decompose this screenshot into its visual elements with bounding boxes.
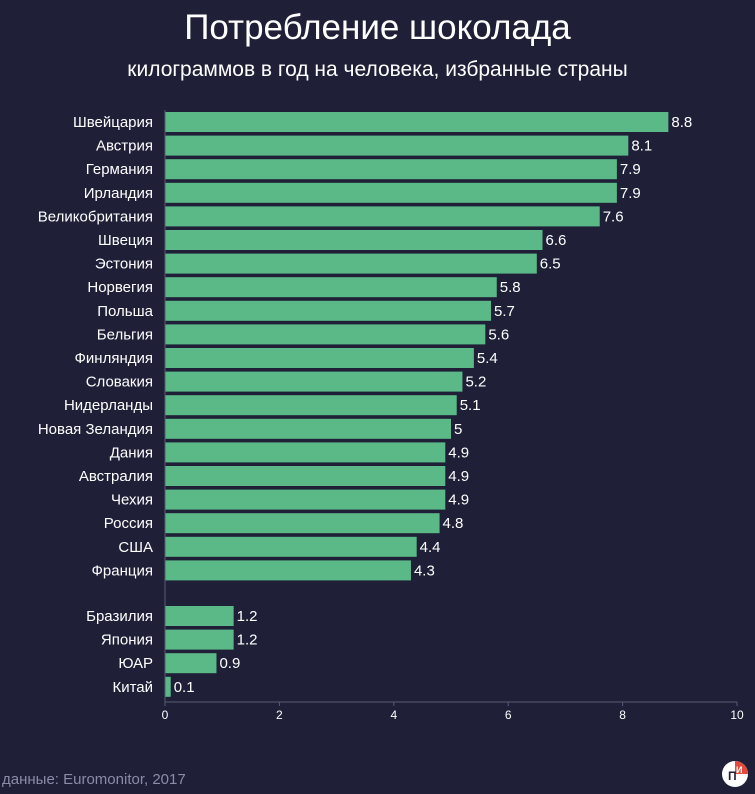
value-label: 4.9 xyxy=(448,492,469,509)
category-label: Финляндия xyxy=(75,350,153,367)
x-tick-label: 6 xyxy=(505,708,512,722)
source-note: данные: Euromonitor, 2017 xyxy=(2,771,186,788)
category-label: Бразилия xyxy=(86,608,153,625)
x-tick-label: 8 xyxy=(619,708,626,722)
value-label: 5 xyxy=(454,421,462,438)
category-label: Великобритания xyxy=(38,208,153,225)
category-label: Китай xyxy=(112,679,153,696)
value-label: 5.6 xyxy=(488,326,509,343)
value-label: 4.9 xyxy=(448,444,469,461)
bar xyxy=(165,159,617,180)
bar xyxy=(165,253,537,274)
category-label: Австралия xyxy=(79,468,153,485)
category-label: Дания xyxy=(110,444,153,461)
category-label: Германия xyxy=(86,161,153,178)
bar xyxy=(165,653,217,674)
category-label: Норвегия xyxy=(87,279,153,296)
bar xyxy=(165,277,497,298)
category-label: Австрия xyxy=(96,138,153,155)
bar xyxy=(165,489,446,510)
bar xyxy=(165,206,600,227)
x-tick-label: 0 xyxy=(162,708,169,722)
bar xyxy=(165,560,411,581)
bar xyxy=(165,230,543,250)
category-label: Ирландия xyxy=(84,185,153,202)
value-label: 5.8 xyxy=(500,279,521,296)
value-label: 6.5 xyxy=(540,256,561,273)
bar xyxy=(165,629,234,650)
bar xyxy=(165,324,486,345)
value-label: 1.2 xyxy=(237,632,258,649)
bar xyxy=(165,135,629,156)
bar xyxy=(165,300,492,321)
bar xyxy=(165,676,171,697)
bar xyxy=(165,371,463,392)
x-tick-label: 2 xyxy=(276,708,283,722)
category-label: Эстония xyxy=(95,256,153,273)
svg-text:И: И xyxy=(736,765,742,775)
value-label: 4.8 xyxy=(443,515,464,532)
category-label: Бельгия xyxy=(97,326,153,343)
bar-chart: Швейцария 8.8 Австрия 8.1 Германия 7.9 Ирланди… xyxy=(38,110,744,722)
bar xyxy=(165,112,669,132)
bar xyxy=(165,418,451,439)
value-label: 5.1 xyxy=(460,397,481,414)
value-label: 4.4 xyxy=(420,539,441,556)
value-label: 4.3 xyxy=(414,562,435,579)
category-label: Швейцария xyxy=(73,114,153,131)
value-label: 5.2 xyxy=(465,374,486,391)
chart-title: Потребление шоколада xyxy=(184,8,571,47)
value-label: 5.4 xyxy=(477,350,498,367)
value-label: 0.1 xyxy=(174,679,195,696)
category-label: Польша xyxy=(97,303,153,320)
value-label: 7.9 xyxy=(620,185,641,202)
category-label: Франция xyxy=(92,562,153,579)
value-label: 0.9 xyxy=(219,655,240,672)
value-label: 8.1 xyxy=(631,138,652,155)
value-label: 7.9 xyxy=(620,161,641,178)
value-label: 4.9 xyxy=(448,468,469,485)
category-label: США xyxy=(118,539,153,556)
pi-logo-icon: П И xyxy=(722,761,748,787)
value-label: 5.7 xyxy=(494,303,515,320)
value-label: 1.2 xyxy=(237,608,258,625)
value-label: 7.6 xyxy=(603,208,624,225)
category-label: ЮАР xyxy=(118,655,153,672)
bar xyxy=(165,466,446,486)
category-label: Россия xyxy=(104,515,153,532)
bar xyxy=(165,536,417,557)
category-label: Новая Зеландия xyxy=(38,421,153,438)
x-tick-label: 10 xyxy=(730,708,744,722)
value-label: 8.8 xyxy=(671,114,692,131)
category-label: Чехия xyxy=(111,492,153,509)
chart-subtitle: килограммов в год на человека, избранные… xyxy=(127,58,628,81)
x-tick-label: 4 xyxy=(390,708,397,722)
svg-text:П: П xyxy=(728,769,737,783)
value-label: 6.6 xyxy=(546,232,567,249)
bar xyxy=(165,182,617,203)
bar xyxy=(165,395,457,416)
bar xyxy=(165,513,440,534)
category-label: Словакия xyxy=(86,374,153,391)
bar xyxy=(165,606,234,626)
category-label: Нидерланды xyxy=(64,397,153,414)
bar xyxy=(165,348,474,368)
category-label: Швеция xyxy=(98,232,153,249)
bar xyxy=(165,442,446,463)
category-label: Япония xyxy=(101,632,153,649)
